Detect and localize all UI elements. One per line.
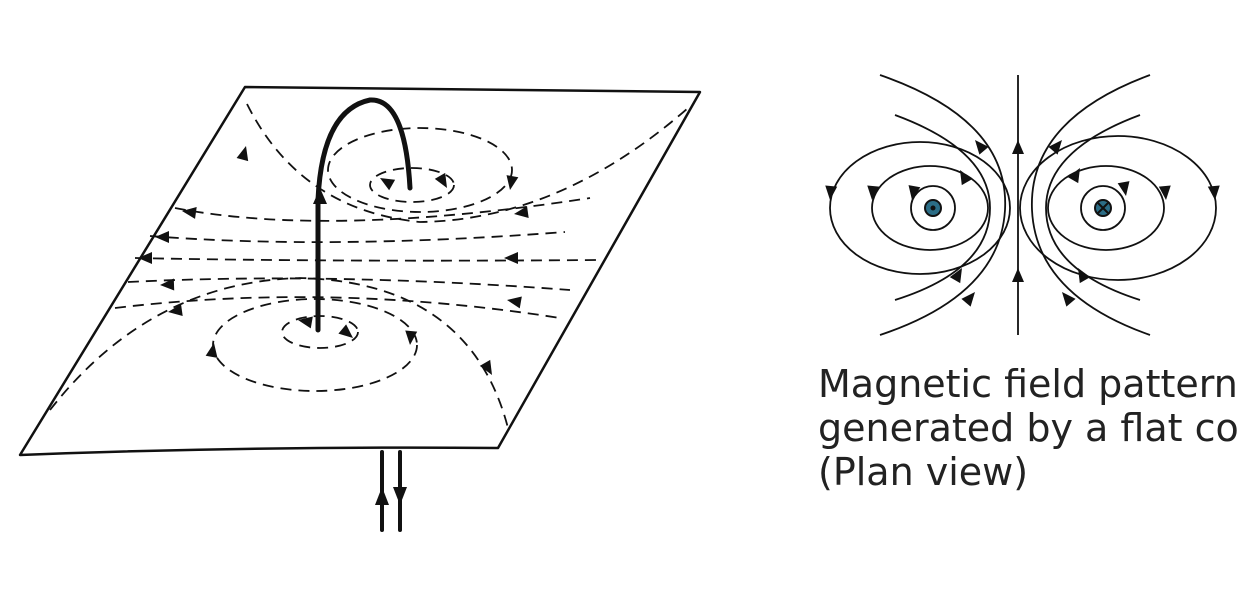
dot-in-circle-icon	[924, 199, 942, 217]
arrowhead-icon	[1067, 168, 1080, 184]
field-line-3	[134, 257, 601, 262]
arrowhead-icon	[975, 140, 989, 155]
arrowhead-icon	[504, 252, 518, 264]
arrowhead-icon	[168, 304, 183, 316]
field-arc-left-4	[879, 74, 1006, 336]
arrowhead-icon	[506, 175, 519, 190]
field-lines-dashed	[49, 103, 689, 429]
arrowhead-icon	[507, 296, 522, 309]
field-loop-mid-bottom	[212, 298, 418, 392]
arrowhead-icon	[160, 278, 175, 291]
diagram-caption: Magnetic field pattern generated by a fl…	[818, 362, 1242, 494]
field-line-5	[114, 296, 561, 319]
field-loop-right-3	[1019, 135, 1217, 281]
arrowhead-icon	[182, 207, 197, 219]
arrowhead-icon	[405, 330, 418, 345]
arrowhead-icon	[1062, 292, 1076, 307]
arrowhead-icon	[479, 359, 492, 375]
field-line-4	[127, 277, 571, 291]
arrowhead-icon	[138, 252, 152, 264]
arrowhead-icon	[236, 146, 249, 162]
arrowhead-icon	[1048, 140, 1062, 155]
arrowhead-icon	[393, 487, 407, 505]
arrowhead-icon	[514, 206, 529, 218]
arrowhead-icon	[1207, 185, 1220, 200]
arrowhead-icon	[380, 178, 396, 191]
field-line-2	[149, 231, 566, 244]
coil-wire	[315, 97, 413, 333]
field-loop-left-1	[910, 185, 956, 231]
field-arrows	[138, 146, 529, 375]
field-arc-outer-top	[246, 103, 689, 223]
arrowhead-icon	[1012, 140, 1024, 154]
arrowhead-icon	[375, 487, 389, 505]
field-arc-left-5	[894, 114, 991, 301]
plane-outline	[18, 85, 702, 457]
arrowhead-icon	[961, 292, 975, 307]
field-loop-right-2	[1047, 165, 1165, 251]
field-loop-inner-top	[369, 167, 455, 203]
arrowhead-icon	[205, 343, 218, 358]
caption-line-1: Magnetic field pattern	[818, 362, 1238, 406]
arrowhead-icon	[1158, 185, 1171, 200]
field-arc-outer-bottom	[49, 277, 509, 429]
arrowhead-icon	[825, 185, 838, 200]
field-loop-left-3	[829, 141, 1011, 275]
arrowhead-icon	[338, 324, 353, 338]
caption-line-3: (Plan view)	[818, 450, 1029, 494]
arrowhead-icon	[867, 185, 880, 200]
field-loop-right-1	[1080, 185, 1126, 231]
field-loop-left-2	[871, 165, 989, 251]
arrowhead-icon	[908, 185, 921, 200]
cross-in-circle-icon	[1094, 199, 1112, 217]
field-line-1	[174, 197, 591, 222]
arrowhead-icon	[1078, 268, 1091, 284]
arrowhead-icon	[1117, 181, 1130, 196]
arrowhead-icon	[434, 172, 447, 188]
perspective-coil-diagram	[18, 85, 702, 532]
arrowhead-icon	[1012, 268, 1024, 282]
field-arc-right-4	[1031, 74, 1151, 336]
arrowhead-icon	[949, 268, 962, 284]
plan-view-diagram	[825, 74, 1220, 336]
field-arc-right-5	[1045, 114, 1141, 301]
arrowhead-icon	[960, 170, 973, 186]
arrowhead-icon	[313, 188, 327, 204]
caption-line-2: generated by a flat coil	[818, 406, 1242, 450]
arrowhead-icon	[155, 231, 169, 243]
arrowhead-icon	[298, 316, 313, 329]
field-loop-mid-top	[327, 127, 513, 213]
